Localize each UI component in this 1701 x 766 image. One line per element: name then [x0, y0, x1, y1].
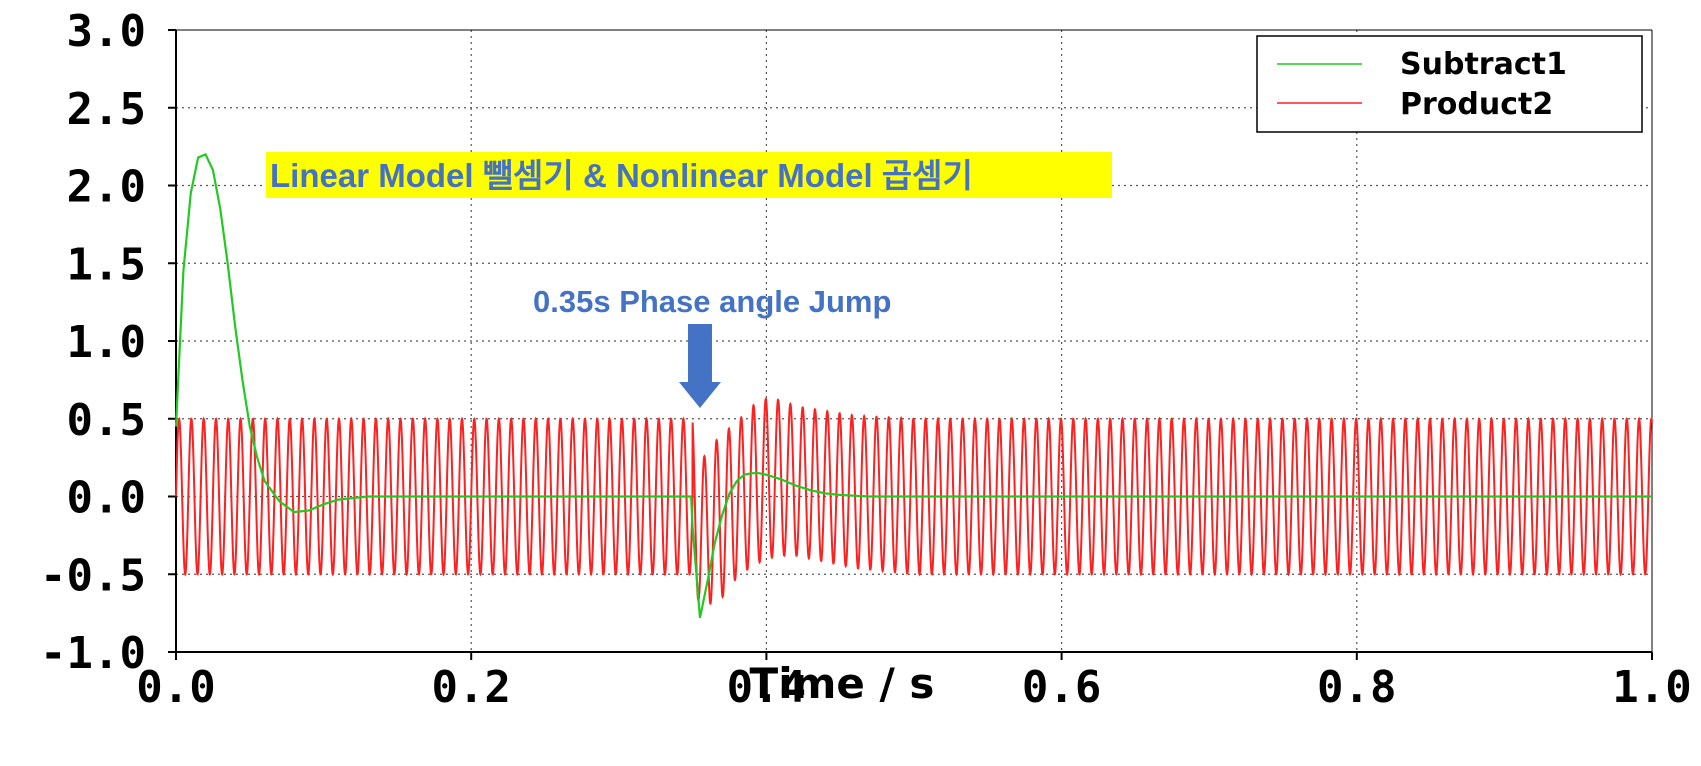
series-line-subtract1 — [174, 152, 1652, 619]
series-line-product2 — [175, 396, 1653, 605]
x-tick-label: 0.6 — [1022, 662, 1101, 713]
series-layer — [174, 152, 1653, 619]
x-tick-label: 0.0 — [136, 662, 215, 713]
annotation-title: Linear Model 뺄셈기 & Nonlinear Model 곱셈기 — [266, 152, 1112, 198]
down-arrow-icon — [678, 324, 721, 408]
x-tick-label: 0.8 — [1317, 662, 1396, 713]
y-tick-label: 0.0 — [67, 473, 146, 524]
y-tick-label: 1.5 — [67, 239, 146, 290]
y-tick-label: 1.0 — [67, 317, 146, 368]
legend-label-subtract1: Subtract1 — [1400, 47, 1567, 82]
annotation-title-background — [266, 152, 1112, 198]
x-tick-label: 0.4 — [727, 662, 806, 713]
y-tick-label: -1.0 — [40, 628, 146, 679]
y-tick-label: 0.5 — [67, 395, 146, 446]
y-tick-labels: 3.0 2.5 2.0 1.5 1.0 0.5 0.0 -0.5 -1.0 — [40, 6, 146, 679]
x-tick-labels: 0.0 0.2 0.4 0.6 0.8 1.0 — [136, 662, 1691, 713]
y-tick-label: 2.5 — [67, 84, 146, 135]
y-tick-label: -0.5 — [40, 550, 146, 601]
y-tick-label: 2.0 — [67, 162, 146, 213]
annotation-phase-jump: 0.35s Phase angle Jump — [533, 284, 891, 408]
axes — [168, 29, 1653, 660]
x-tick-label: 0.2 — [431, 662, 510, 713]
legend-box — [1256, 35, 1643, 133]
x-tick-label: 1.0 — [1612, 662, 1691, 713]
annotation-title-text: Linear Model 뺄셈기 & Nonlinear Model 곱셈기 — [270, 157, 973, 194]
annotation-phase-jump-text: 0.35s Phase angle Jump — [533, 284, 891, 319]
y-tick-label: 3.0 — [67, 6, 146, 57]
legend-label-product2: Product2 — [1400, 87, 1553, 122]
legend: Subtract1 Product2 — [1256, 35, 1643, 133]
x-axis-label: Time / s — [750, 659, 935, 708]
